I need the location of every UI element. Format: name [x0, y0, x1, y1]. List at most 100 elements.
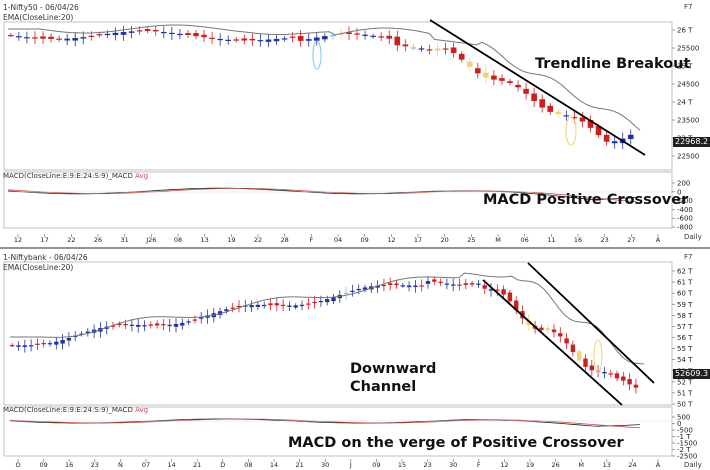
nifty50-highlight-ellipse	[565, 116, 577, 146]
nifty50-candle	[531, 93, 537, 102]
nifty50-price-pane	[3, 21, 673, 171]
niftybank-chart-title: 1-Niftybank - 06/04/26	[3, 253, 88, 262]
niftybank-xtick-label: 19	[526, 461, 534, 469]
niftybank-candle	[381, 284, 387, 287]
niftybank-candle	[22, 345, 28, 348]
niftybank-candle	[608, 373, 613, 375]
niftybank-candle	[35, 343, 40, 345]
nifty50-candle	[8, 35, 14, 37]
niftybank-macd-ytick-label: -1500	[677, 440, 697, 448]
niftybank-candle	[255, 304, 261, 307]
niftybank-candle	[482, 285, 487, 289]
niftybank-candle	[123, 324, 128, 326]
nifty50-candle	[128, 31, 135, 33]
niftybank-candle	[627, 379, 632, 385]
niftybank-candle	[117, 323, 122, 326]
niftybank-candle	[318, 301, 324, 303]
niftybank-candle	[419, 285, 424, 287]
niftybank-ytick-label: 56 T	[677, 334, 693, 342]
nifty50-candle	[88, 35, 95, 38]
niftybank-candle	[230, 307, 235, 309]
nifty50-candle	[539, 99, 546, 108]
niftybank-xtick-label: 30	[321, 461, 329, 469]
niftybank-corner-label: F7	[684, 253, 693, 261]
nifty50-candle	[169, 32, 175, 35]
niftybank-candle	[167, 324, 172, 327]
trendline-breakout-annotation: Trendline Breakout	[535, 56, 691, 72]
nifty50-candle	[474, 68, 481, 74]
niftybank-candle	[488, 289, 494, 291]
nifty50-candle	[273, 38, 280, 42]
niftybank-candle	[243, 305, 248, 307]
nifty50-xtick-label: 09	[361, 236, 369, 244]
nifty50-candle	[587, 119, 594, 128]
nifty50-candle	[160, 31, 167, 34]
nifty50-candle	[402, 44, 409, 47]
niftybank-candle	[558, 333, 563, 337]
nifty50-candle	[515, 84, 521, 88]
niftybank-candle	[306, 303, 311, 305]
niftybank-candle	[350, 290, 355, 292]
nifty50-xtick-label: 25	[467, 236, 475, 244]
niftybank-xtick-label: 23	[423, 461, 431, 469]
niftybank-xtick-label: 21	[295, 461, 303, 469]
niftybank-candle	[444, 283, 450, 285]
niftybank-xtick-label: 08	[244, 461, 252, 469]
nifty50-candle	[16, 36, 22, 38]
niftybank-macd-pane	[3, 406, 673, 457]
downward-channel-annotation-line1: Downward	[350, 361, 437, 377]
nifty50-candle	[354, 33, 360, 35]
niftybank-candle	[41, 343, 46, 345]
nifty50-ytick-label: 25 T	[677, 63, 693, 71]
nifty50-candle	[426, 49, 433, 51]
nifty50-daily-label: Daily	[684, 233, 702, 241]
nifty50-macd-ytick-label: -200	[677, 197, 693, 205]
nifty50-xtick-label: 27	[627, 236, 635, 244]
niftybank-candle	[186, 321, 191, 323]
niftybank-candle	[110, 325, 116, 327]
nifty50-xtick-label: M	[495, 236, 501, 244]
nifty50-candle	[249, 38, 256, 41]
nifty50-trendline	[429, 19, 646, 156]
niftybank-candle	[73, 335, 78, 338]
niftybank-ytick-label: 61 T	[677, 279, 693, 287]
niftybank-xtick-label: 15	[398, 461, 406, 469]
nifty50-xtick-label: 28	[281, 236, 289, 244]
macd-verge-crossover-annotation: MACD on the verge of Positive Crossover	[288, 435, 624, 451]
niftybank-macd-label: MACD(CloseLine:E:9:E:24:S:9)_MACD Avg	[3, 406, 148, 414]
niftybank-candle	[362, 287, 368, 290]
niftybank-candle	[469, 283, 475, 285]
niftybank-ema-label: EMA(CloseLine:20)	[3, 263, 74, 272]
niftybank-candle	[539, 327, 544, 331]
nifty50-macd-label: MACD(CloseLine:E:9:E:24:S:9)_MACD Avg	[3, 172, 148, 180]
nifty50-candle	[305, 39, 312, 41]
niftybank-candle	[614, 373, 620, 379]
niftybank-last-price-tag: 52609.3	[673, 369, 710, 379]
nifty50-ytick-label: 25500	[677, 45, 699, 53]
nifty50-candle	[225, 39, 232, 41]
nifty50-highlight-ellipse	[312, 40, 322, 70]
nifty50-macd-ytick-label: -400	[677, 206, 693, 214]
nifty50-candle	[24, 37, 30, 39]
nifty50-candle	[64, 38, 70, 41]
niftybank-candle	[495, 289, 500, 291]
nifty50-candle	[483, 72, 489, 78]
niftybank-candle	[438, 281, 443, 283]
niftybank-candle	[54, 341, 59, 345]
niftybank-macd-ytick-label: 0	[677, 420, 681, 428]
nifty50-candle	[410, 47, 417, 49]
nifty50-candle	[289, 36, 296, 38]
downward-channel-annotation-line2: Channel	[350, 379, 417, 395]
nifty50-candle	[370, 35, 376, 37]
niftybank-xtick-label: 07	[142, 461, 150, 469]
niftybank-candle	[595, 370, 601, 373]
nifty50-xtick-label: 06	[521, 236, 529, 244]
niftybank-candle	[60, 339, 65, 344]
nifty50-candle	[104, 33, 111, 36]
niftybank-ema-line	[10, 272, 645, 365]
niftybank-candle	[432, 279, 437, 282]
niftybank-xtick-label: 12	[500, 461, 508, 469]
nifty50-macd-ytick-label: 200	[677, 180, 690, 188]
